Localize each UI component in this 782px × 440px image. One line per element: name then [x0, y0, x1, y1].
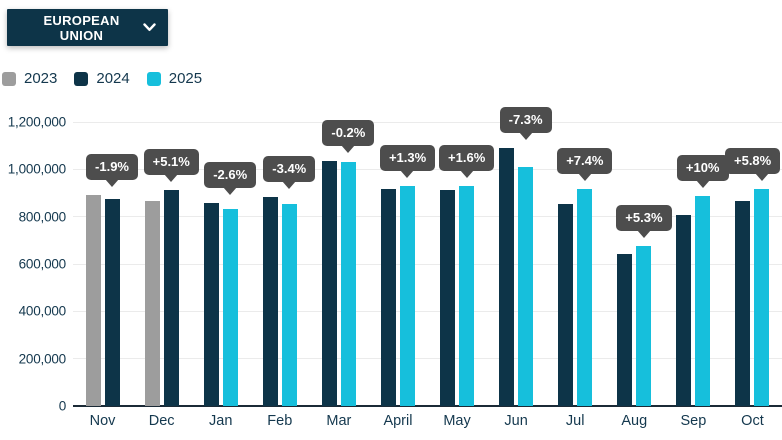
bar-2024-Sep[interactable]: [676, 215, 692, 406]
change-tooltip-pointer-Nov: [105, 179, 120, 188]
bar-2025-Jan[interactable]: [222, 208, 238, 406]
bar-2024-Jun[interactable]: [499, 148, 515, 406]
bar-2024-Jul[interactable]: [558, 203, 574, 406]
x-axis-label-Mar: Mar: [326, 413, 352, 429]
x-axis-label-April: April: [383, 413, 413, 429]
x-axis-label-Dec: Dec: [148, 413, 175, 429]
bar-2025-Sep[interactable]: [695, 195, 711, 406]
x-axis-label-Aug: Aug: [621, 413, 648, 429]
region-selector-button[interactable]: EUROPEAN UNION: [7, 9, 168, 46]
change-tooltip-pointer-Sep: [695, 179, 710, 188]
legend-label-2024: 2024: [96, 70, 130, 87]
legend-swatch-2023: [2, 71, 16, 86]
x-axis-label-Sep: Sep: [680, 413, 707, 429]
bar-2023-Nov[interactable]: [85, 195, 101, 406]
change-tooltip-Oct: +5.8%: [725, 147, 781, 174]
bar-2024-April[interactable]: [380, 188, 396, 406]
bar-2024-Jan[interactable]: [203, 203, 219, 406]
gridline: [73, 121, 782, 123]
legend-item-2024[interactable]: 2024: [74, 70, 130, 87]
change-tooltip-pointer-May: [459, 170, 474, 179]
y-axis-tick-label: 0: [58, 398, 67, 414]
change-tooltip-pointer-Dec: [164, 174, 179, 183]
y-axis-tick-label: 1,200,000: [7, 114, 66, 130]
change-tooltip-April: +1.3%: [379, 144, 436, 171]
bar-2025-Aug[interactable]: [636, 245, 652, 406]
change-tooltip-pointer-April: [400, 169, 415, 178]
bar-2024-Dec[interactable]: [163, 190, 179, 406]
bar-2024-Feb[interactable]: [262, 196, 278, 406]
x-axis-label-Jul: Jul: [565, 413, 585, 429]
x-axis-label-Nov: Nov: [89, 413, 116, 429]
change-tooltip-Jul: +7.4%: [557, 147, 613, 174]
x-axis-label-Feb: Feb: [267, 413, 293, 429]
bar-2024-May[interactable]: [440, 189, 456, 406]
gridline: [73, 358, 782, 360]
y-axis-tick-label: 200,000: [18, 351, 67, 367]
change-tooltip-pointer-Mar: [341, 145, 356, 154]
gridline: [73, 216, 782, 218]
gridline: [73, 263, 782, 265]
change-tooltip-Mar: -0.2%: [322, 120, 375, 147]
bar-2024-Aug[interactable]: [617, 253, 633, 406]
bar-2025-Feb[interactable]: [281, 203, 297, 406]
change-tooltip-pointer-Oct: [754, 172, 769, 181]
region-selector-label: EUROPEAN UNION: [43, 12, 120, 43]
change-tooltip-Jan: -2.6%: [204, 162, 257, 189]
change-tooltip-pointer-Jul: [577, 172, 592, 181]
change-tooltip-pointer-Jan: [223, 187, 238, 196]
bar-2025-Oct[interactable]: [754, 188, 770, 406]
bar-2023-Dec[interactable]: [144, 200, 160, 406]
y-axis-tick-label: 800,000: [18, 209, 67, 225]
x-axis-label-Jun: Jun: [504, 413, 528, 429]
legend: 2023 2024 2025: [2, 70, 202, 87]
change-tooltip-Sep: +10%: [676, 154, 729, 181]
legend-label-2025: 2025: [168, 70, 203, 87]
bar-2024-Oct[interactable]: [735, 200, 751, 406]
bar-2025-Jun[interactable]: [518, 166, 534, 406]
bar-2024-Mar[interactable]: [321, 161, 337, 406]
y-axis-tick-label: 600,000: [18, 256, 67, 272]
change-tooltip-pointer-Jun: [518, 132, 533, 141]
x-axis-label-Oct: Oct: [741, 413, 764, 429]
y-axis-tick-label: 400,000: [18, 303, 67, 319]
legend-item-2023[interactable]: 2023: [2, 70, 57, 87]
x-axis-label-Jan: Jan: [209, 413, 233, 429]
change-tooltip-Dec: +5.1%: [143, 149, 199, 176]
bar-2024-Nov[interactable]: [104, 199, 120, 406]
change-tooltip-Aug: +5.3%: [616, 204, 672, 231]
legend-label-2023: 2023: [24, 70, 58, 87]
gridline: [73, 310, 782, 312]
chevron-down-icon: [143, 23, 156, 32]
change-tooltip-May: +1.6%: [439, 145, 495, 172]
change-tooltip-Nov: -1.9%: [86, 154, 138, 181]
bar-2025-May[interactable]: [459, 186, 475, 406]
legend-item-2025[interactable]: 2025: [146, 70, 203, 87]
change-tooltip-pointer-Aug: [636, 229, 651, 238]
x-axis-label-May: May: [443, 413, 471, 429]
change-tooltip-Feb: -3.4%: [263, 155, 316, 182]
change-tooltip-Jun: -7.3%: [499, 107, 552, 134]
legend-swatch-2025: [146, 71, 161, 86]
legend-swatch-2024: [74, 71, 89, 86]
bar-2025-Mar[interactable]: [340, 161, 356, 406]
bar-2025-Jul[interactable]: [577, 188, 593, 406]
bar-2025-April[interactable]: [399, 185, 415, 406]
change-tooltip-pointer-Feb: [282, 180, 297, 189]
y-axis-tick-label: 1,000,000: [7, 161, 66, 177]
x-axis-line: [73, 405, 782, 407]
